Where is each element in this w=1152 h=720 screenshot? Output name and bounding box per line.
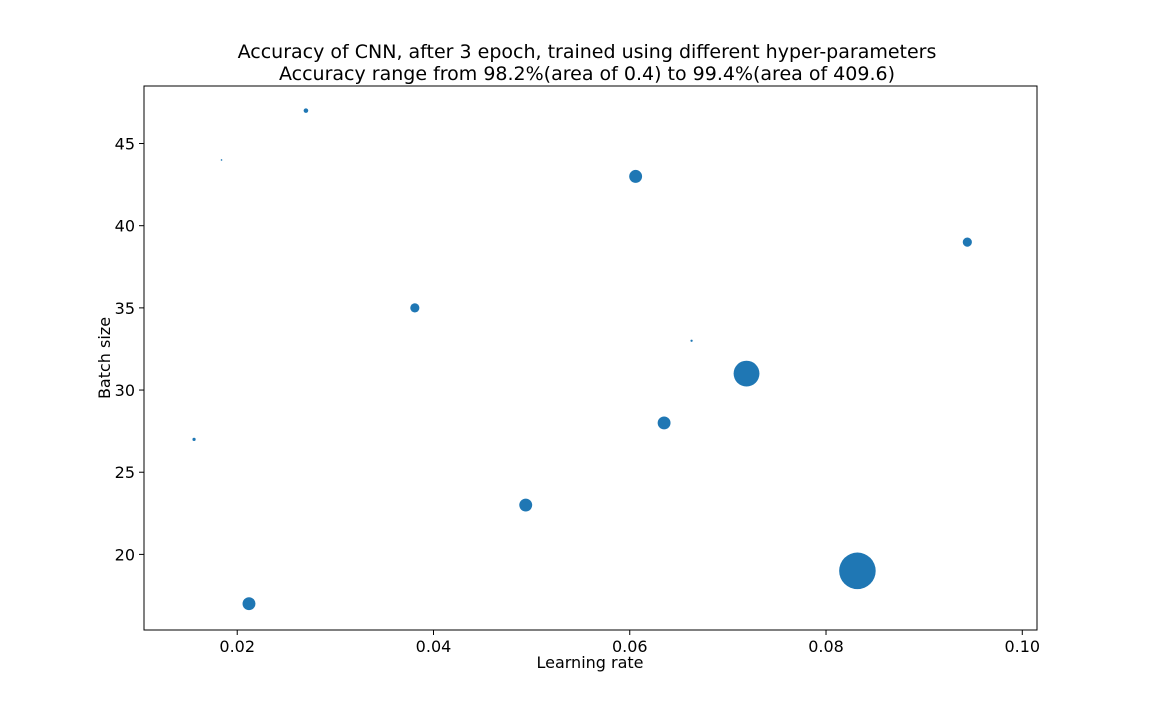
- y-tick-label-6: 45: [115, 135, 135, 154]
- x-tick-label-4: 0.08: [808, 637, 844, 656]
- y-tick-label-4: 35: [115, 299, 135, 318]
- scatter-point-8: [657, 416, 671, 430]
- x-tick-label-3: 0.06: [612, 637, 648, 656]
- scatter-point-5: [410, 303, 420, 313]
- chart-title-line-2: Accuracy range from 98.2%(area of 0.4) t…: [279, 63, 895, 85]
- x-tick-label-5: 0.10: [1004, 637, 1040, 656]
- chart-title-line-1: Accuracy of CNN, after 3 epoch, trained …: [238, 41, 937, 63]
- scatter-point-7: [629, 169, 643, 183]
- scatter-point-9: [690, 339, 693, 342]
- y-axis: 20 25 30 35 40 45: [115, 135, 144, 564]
- y-tick-label-3: 30: [115, 381, 135, 400]
- plot-frame: [143, 85, 1038, 631]
- scatter-point-1: [242, 597, 256, 611]
- y-axis-label: Batch size: [95, 317, 114, 399]
- scatter-point-2: [192, 437, 196, 441]
- y-tick-label-2: 25: [115, 463, 135, 482]
- x-tick-label-2: 0.04: [416, 637, 452, 656]
- y-tick-label-1: 20: [115, 545, 135, 564]
- scatter-point-3: [220, 159, 223, 161]
- y-tick-label-5: 40: [115, 217, 135, 236]
- x-axis-label: Learning rate: [536, 653, 643, 672]
- scatter-point-12: [962, 237, 972, 247]
- scatter-point-11: [839, 552, 876, 590]
- points-layer: [192, 108, 972, 611]
- scatter-point-6: [519, 498, 533, 512]
- scatter-point-4: [303, 108, 309, 113]
- scatter-point-10: [733, 360, 760, 387]
- x-tick-label-1: 0.02: [219, 637, 255, 656]
- x-axis: 0.02 0.04 0.06 0.08 0.10: [219, 630, 1040, 656]
